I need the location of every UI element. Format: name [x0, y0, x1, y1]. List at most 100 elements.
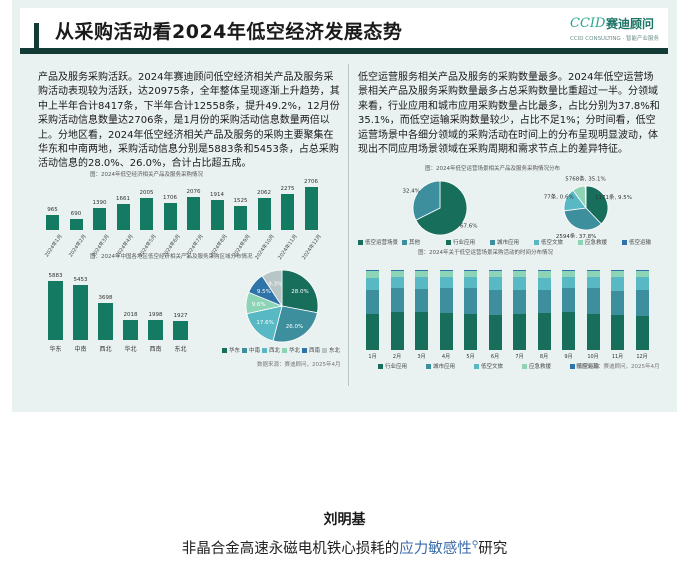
pie-slice [415, 180, 468, 236]
legend-swatch [522, 364, 527, 369]
bar-segment [439, 288, 453, 314]
bar-segment [537, 270, 551, 271]
bar-segment [586, 270, 600, 271]
slice-label: 77条, 0.6% [544, 192, 574, 200]
header-accent [34, 23, 39, 49]
legend-label: 中南 [249, 348, 261, 354]
logo-mark: CCID [570, 16, 606, 31]
bar-segment [439, 277, 453, 289]
bar-segment [537, 278, 551, 290]
legend-swatch [322, 348, 327, 353]
bar-segment [513, 270, 526, 271]
pie-svg: 1171条, 9.5% 2594条, 37.8% 77条, 0.6% 5768条, 3… [544, 174, 632, 240]
legend-item: 应急救援 [522, 362, 551, 370]
legend-item: 中南 [242, 346, 260, 354]
tick-label: 2月 [392, 354, 402, 360]
legend-label: 华北 [289, 348, 301, 354]
tick-label: 5月 [466, 354, 475, 360]
bar-segment [586, 277, 600, 289]
bar-segment [415, 270, 428, 271]
legend-swatch [446, 240, 451, 245]
bar-segment [513, 290, 526, 314]
legend-item: 行业应用 [378, 362, 407, 370]
bar-segment [415, 311, 428, 350]
bar-segment [586, 288, 600, 314]
bar-segment [390, 288, 404, 313]
pie-slice [272, 305, 318, 343]
slice-label: 9.5% [257, 289, 271, 295]
bar-segment [635, 270, 649, 278]
data-label: 1661 [116, 195, 130, 202]
bar-segment [611, 270, 624, 278]
slice-label: 67.6% [460, 224, 477, 230]
bar [48, 281, 63, 340]
pie-slice [412, 180, 441, 221]
bar-segment [611, 277, 624, 291]
tick-label: 9月 [564, 354, 573, 360]
legend-swatch [262, 348, 267, 353]
scene-legend: 低空运营场景 其他 行业应用 城市应用 低空文旅 应急救援 低空运输 [358, 238, 663, 248]
legend-label: 行业应用 [453, 240, 476, 246]
tick-label: 11月 [611, 354, 624, 360]
scene-chart-caption: 图：2024年低空运营场景相关产品及服务采购情况分布 [425, 166, 560, 172]
tick-label: 华东 [49, 346, 62, 353]
bar [69, 219, 83, 230]
bar-segment [513, 277, 526, 290]
search-icon[interactable]: ⚲ [471, 540, 479, 551]
stacked-bar [537, 270, 551, 350]
legend-label: 应急救援 [529, 364, 552, 370]
bar-segment [635, 290, 649, 316]
slice-label: 9.3% [268, 282, 282, 288]
legend-item: 低空文旅 [474, 362, 503, 370]
stacked-bar [464, 270, 477, 350]
legend-swatch [222, 348, 227, 353]
data-label: 2076 [186, 189, 201, 196]
legend-label: 低空运营场景 [365, 240, 399, 246]
research-topic: 非晶合金高速永磁电机铁心损耗的应力敏感性⚲研究 [0, 537, 689, 558]
legend-label: 华东 [229, 348, 241, 354]
pie-slice [563, 207, 602, 231]
tick-label: 6月 [490, 354, 500, 360]
legend-swatch [578, 240, 583, 245]
stacked-bar [390, 270, 404, 350]
bar-segment [464, 270, 477, 271]
stacked-source: 数据来源：赛迪顾问，2025年4月 [576, 364, 660, 370]
bar-segment [488, 277, 502, 290]
bar-segment [464, 314, 477, 350]
bar-segment [415, 277, 428, 290]
bar-segment [488, 270, 502, 278]
tick-label: 12月 [636, 354, 648, 360]
bar-segment [513, 270, 526, 278]
pie-slice [261, 269, 283, 308]
bar [73, 285, 88, 340]
stacked-bar-chart: 1月 2月 3月 4月 5月 6月 7月 8月 9月 10月 11月 12月 行业应用 城市应用 低空文旅 应… [358, 258, 663, 373]
pie-slice [585, 185, 609, 225]
data-label: 2062 [257, 189, 271, 196]
bar-segment [488, 290, 502, 315]
page-title: 从采购活动看2024年低空经济发展态势 [55, 21, 403, 43]
topic-link[interactable]: 应力敏感性 [399, 541, 472, 557]
legend-label: 东北 [329, 348, 341, 354]
legend-item: 华东 [222, 346, 240, 354]
bar-segment [464, 288, 477, 314]
slice-label: 5768条, 35.1% [565, 174, 605, 182]
bar-segment [464, 270, 477, 278]
legend-item: 其他 [402, 238, 420, 246]
person-name: 刘明基 [323, 512, 366, 528]
bar-segment [537, 313, 551, 350]
tick-label: 1月 [368, 354, 377, 360]
bar-segment [366, 278, 379, 290]
bar-segment [537, 290, 551, 314]
bar [234, 206, 247, 230]
logo-subtitle: CCID CONSULTING · 智能产业服务 [570, 36, 659, 42]
legend-swatch [402, 240, 407, 245]
stacked-chart-caption: 图：2024年关于低空运营场景采购活动的时间分布情况 [418, 250, 553, 256]
tick-label: 中南 [74, 346, 87, 353]
header-underline [20, 48, 668, 54]
legend-swatch [302, 348, 307, 353]
bar [148, 320, 163, 340]
tick-label: 3月 [417, 354, 426, 360]
data-label: 3698 [98, 295, 113, 302]
bar-segment [513, 314, 526, 350]
right-paragraph: 低空运营服务相关产品及服务的采购数量最多。2024年低空运营场景相关产品及服务采… [358, 72, 660, 156]
